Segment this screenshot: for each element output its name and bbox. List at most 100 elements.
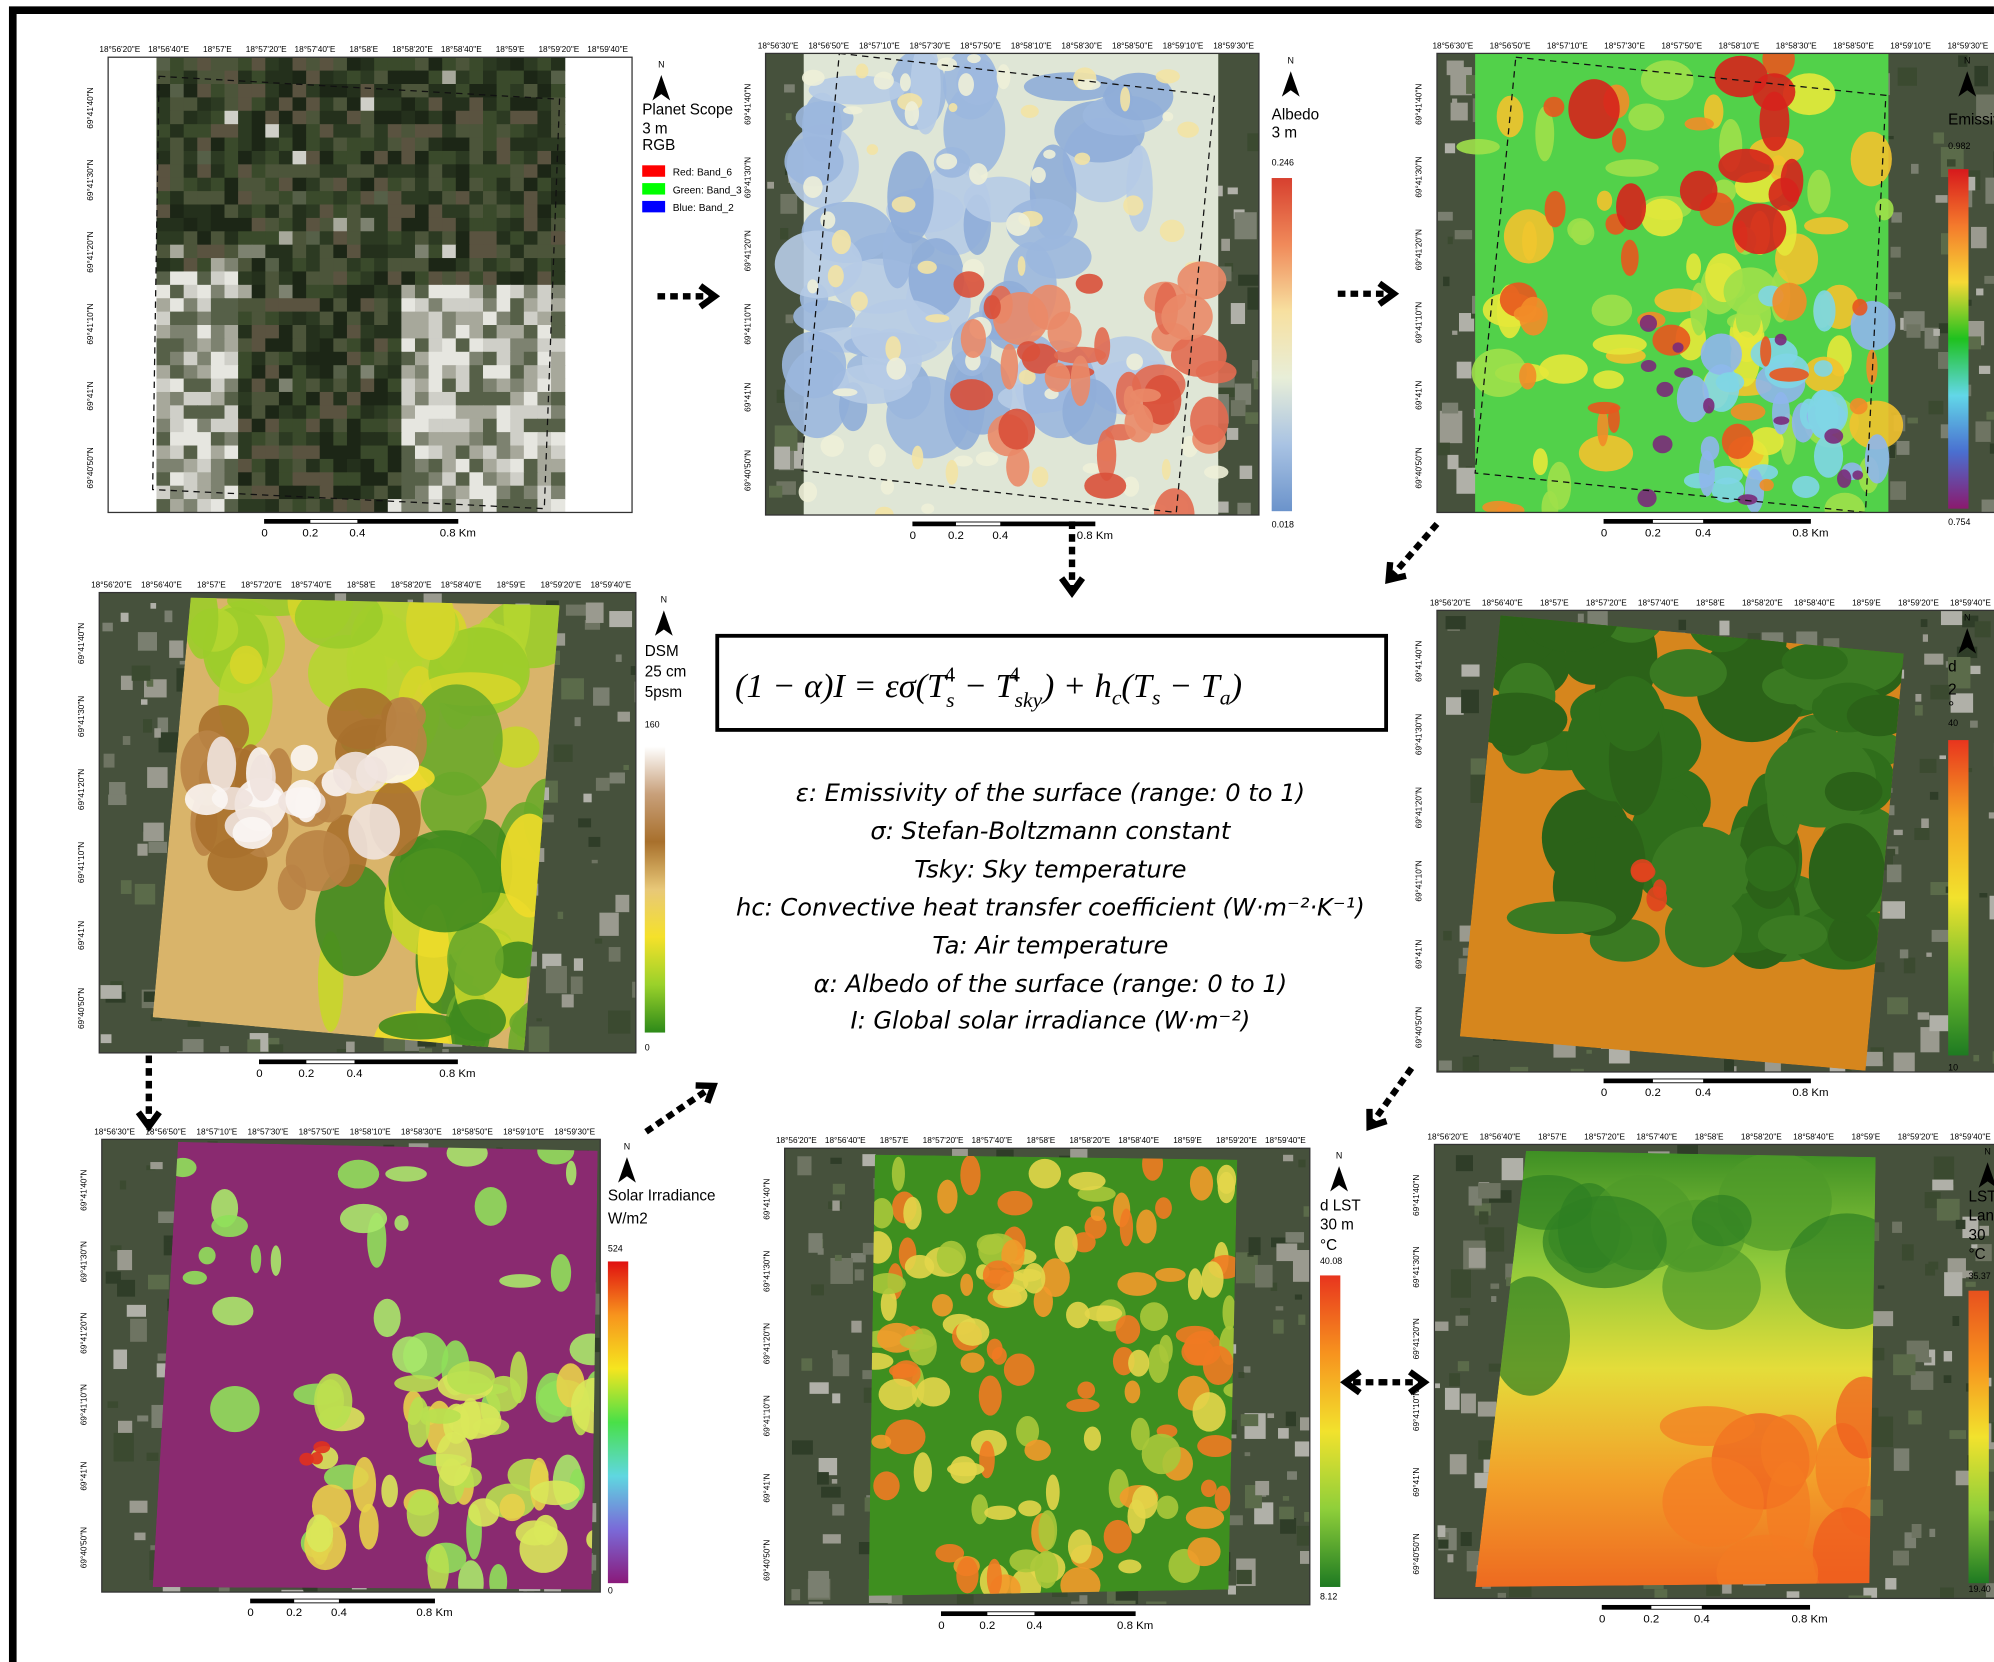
pixel <box>197 258 211 272</box>
scale-label: 0 <box>938 1620 944 1632</box>
pixel <box>361 138 375 152</box>
pixel <box>401 231 415 245</box>
pixel <box>510 151 524 165</box>
pixel <box>211 419 225 433</box>
map-texture <box>1949 1430 1966 1439</box>
pixel <box>333 486 347 500</box>
pixel <box>429 218 443 232</box>
map-blob <box>917 1377 950 1406</box>
map-texture <box>1890 481 1906 500</box>
pixel <box>170 245 184 259</box>
scale-label: 0.8 Km <box>1117 1620 1153 1632</box>
pixel <box>279 271 293 285</box>
pixel <box>184 205 198 219</box>
pixel <box>551 231 565 245</box>
map-blob <box>1815 391 1848 434</box>
pixel <box>361 71 375 85</box>
map-blob <box>1760 336 1771 366</box>
map-blob <box>1006 212 1030 236</box>
map-texture <box>1449 1373 1460 1386</box>
pixel <box>456 111 470 125</box>
pixel <box>184 218 198 232</box>
pixel <box>524 271 538 285</box>
pixel <box>293 271 307 285</box>
pixel <box>551 432 565 446</box>
lat-label: 69°41'10"N <box>80 1384 89 1425</box>
map-blob <box>1621 240 1639 276</box>
pixel <box>333 499 347 513</box>
map-blob <box>1758 915 1827 954</box>
figure: (1 − α)I = εσ(Ts4 − Tsky4) + hc(Ts − Ta)… <box>0 0 1994 1662</box>
pixel <box>415 164 429 178</box>
map-blob <box>937 1241 966 1274</box>
lat-label: 69°41'30"N <box>1415 714 1424 755</box>
map-texture <box>593 687 609 705</box>
pixel <box>320 138 334 152</box>
lat-label: 69°41'10"N <box>1415 302 1424 343</box>
map-texture <box>154 728 161 737</box>
legend-line: ° <box>1948 699 1954 716</box>
map-blob <box>1851 132 1892 187</box>
map-texture <box>150 603 156 609</box>
eq-sub: c <box>1112 685 1122 709</box>
scale-label: 0.2 <box>1643 1614 1659 1626</box>
pixel <box>401 392 415 406</box>
map-blob <box>1597 191 1612 211</box>
lat-label: 69°41'40"N <box>1415 641 1424 682</box>
pixel <box>347 57 361 71</box>
pixel <box>524 472 538 486</box>
map-texture <box>114 1433 134 1462</box>
lat-label: 69°41'N <box>86 381 95 410</box>
pixel <box>388 405 402 419</box>
pixel <box>320 178 334 192</box>
pixel <box>537 432 551 446</box>
map-texture <box>1578 614 1584 623</box>
pixel <box>497 432 511 446</box>
pixel <box>333 405 347 419</box>
pixel <box>306 285 320 299</box>
pixel <box>184 419 198 433</box>
pixel <box>184 285 198 299</box>
pixel <box>265 472 279 486</box>
map-blob <box>998 409 1035 450</box>
pixel <box>442 365 456 379</box>
pixel <box>388 432 402 446</box>
pixel <box>401 164 415 178</box>
map-texture <box>1929 1529 1935 1537</box>
pixel <box>483 285 497 299</box>
map-texture <box>1489 1364 1502 1372</box>
pixel <box>265 245 279 259</box>
pixel <box>211 499 225 513</box>
map-blob <box>1662 1457 1764 1547</box>
pixel <box>497 111 511 125</box>
scale-label: 0.4 <box>1695 528 1712 540</box>
pixel <box>211 111 225 125</box>
map-texture <box>130 1501 148 1513</box>
map-blob <box>436 1432 472 1486</box>
lon-label: 18°56'20"E <box>91 580 132 589</box>
pixel <box>293 111 307 125</box>
pixel <box>483 352 497 366</box>
map-texture <box>1975 421 1990 442</box>
pixel <box>320 164 334 178</box>
map-blob <box>271 1245 281 1276</box>
pixel <box>361 258 375 272</box>
pixel <box>211 271 225 285</box>
map-blob <box>249 754 275 801</box>
pixel <box>184 325 198 339</box>
pixel <box>170 205 184 219</box>
map-texture <box>571 977 583 994</box>
map-texture <box>1929 1015 1948 1031</box>
lat-label: 69°41'30"N <box>77 696 86 737</box>
equation: (1 − α)I = εσ(Ts4 − Tsky4) + hc(Ts − Ta) <box>735 663 1242 712</box>
pixel <box>238 245 252 259</box>
lon-label: 18°57'E <box>1538 1132 1567 1141</box>
pixel <box>401 271 415 285</box>
pixel <box>388 205 402 219</box>
lon-label: 18°56'50"E <box>1490 41 1531 50</box>
map-texture <box>1460 1308 1470 1315</box>
pixel <box>170 164 184 178</box>
pixel <box>306 57 320 71</box>
lon-label: 18°57'30"E <box>1604 41 1645 50</box>
pixel <box>456 271 470 285</box>
